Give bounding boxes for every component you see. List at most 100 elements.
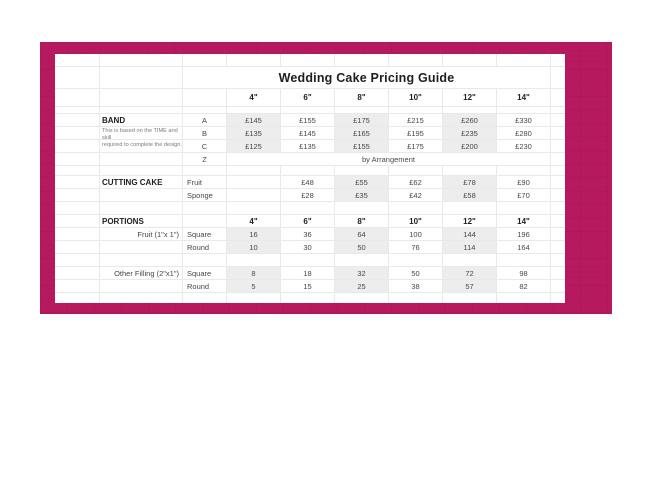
portion-cell: 50: [335, 241, 389, 253]
empty-cell: [443, 166, 497, 175]
size-header-cell: 14": [497, 215, 551, 227]
spacer-row: [55, 293, 565, 303]
empty-cell: [497, 166, 551, 175]
price-cell: £230: [497, 140, 551, 152]
empty-cell: [389, 293, 443, 303]
cake-type-cell: Fruit: [183, 176, 227, 188]
empty-cell: [55, 280, 100, 292]
empty-cell: [551, 202, 565, 214]
portion-cell: 16: [227, 228, 281, 240]
empty-cell: [551, 54, 565, 66]
spacer-row: [55, 54, 565, 67]
portions-header-row: PORTIONS 4" 6" 8" 10" 12" 14": [55, 215, 565, 228]
empty-cell: [183, 54, 227, 66]
band-row-b: This is based on the TIME and skill requ…: [55, 127, 565, 148]
empty-cell: [55, 107, 100, 113]
empty-cell: [551, 267, 565, 279]
empty-cell: [551, 254, 565, 266]
size-header-cell: 4": [227, 215, 281, 227]
empty-cell: [551, 189, 565, 201]
portion-cell: 114: [443, 241, 497, 253]
empty-cell: [551, 228, 565, 240]
empty-cell: [227, 202, 281, 214]
empty-cell: [443, 202, 497, 214]
price-cell: £215: [389, 114, 443, 126]
empty-cell: [551, 293, 565, 303]
spacer-row: [55, 107, 565, 114]
price-cell: £195: [389, 127, 443, 139]
empty-cell: [497, 293, 551, 303]
price-cell: £200: [443, 140, 497, 152]
size-header-cell: 8": [335, 89, 389, 106]
empty-cell: [497, 107, 551, 113]
page-title: Wedding Cake Pricing Guide: [183, 67, 551, 88]
cake-type-cell: Sponge: [183, 189, 227, 201]
empty-cell: [55, 114, 100, 126]
empty-cell: [281, 254, 335, 266]
empty-cell: [389, 254, 443, 266]
portion-cell: 30: [281, 241, 335, 253]
price-cell: £175: [389, 140, 443, 152]
portion-cell: 25: [335, 280, 389, 292]
empty-cell: [55, 241, 100, 253]
portion-cell: 50: [389, 267, 443, 279]
band-row-c: C £125 £135 £155 £175 £200 £230: [55, 140, 565, 153]
section-label-portions: PORTIONS: [100, 215, 183, 227]
empty-cell: [551, 166, 565, 175]
portions-row-other-round: Round 5 15 25 38 57 82: [55, 280, 565, 293]
empty-cell: [551, 89, 565, 106]
price-cell: £90: [497, 176, 551, 188]
pink-frame: Wedding Cake Pricing Guide 4" 6" 8" 10" …: [40, 42, 612, 314]
empty-cell: [55, 254, 100, 266]
empty-cell: [389, 202, 443, 214]
price-cell: £280: [497, 127, 551, 139]
empty-cell: [55, 140, 100, 152]
portion-cell: 38: [389, 280, 443, 292]
size-header-cell: 10": [389, 215, 443, 227]
spacer-row: [55, 254, 565, 267]
empty-cell: [100, 107, 183, 113]
size-header-row: 4" 6" 8" 10" 12" 14": [55, 89, 565, 107]
empty-cell: [335, 293, 389, 303]
portion-cell: 196: [497, 228, 551, 240]
price-cell: £42: [389, 189, 443, 201]
portion-cell: 64: [335, 228, 389, 240]
empty-cell: [55, 153, 100, 165]
by-arrangement-cell: by Arrangement: [227, 153, 551, 165]
empty-cell: [551, 140, 565, 152]
spacer-row: [55, 202, 565, 215]
price-cell: £330: [497, 114, 551, 126]
empty-cell: [55, 54, 100, 66]
empty-cell: [335, 166, 389, 175]
empty-cell: [551, 153, 565, 165]
empty-cell: [55, 189, 100, 201]
empty-cell: [100, 254, 183, 266]
shape-label-cell: Square: [183, 267, 227, 279]
portion-cell: 36: [281, 228, 335, 240]
portion-cell: 18: [281, 267, 335, 279]
empty-cell: [183, 254, 227, 266]
cutting-cake-row-fruit: CUTTING CAKE Fruit £48 £55 £62 £78 £90: [55, 176, 565, 189]
empty-cell: [100, 241, 183, 253]
empty-cell: [100, 89, 183, 106]
empty-cell: [100, 67, 183, 88]
empty-cell: [335, 107, 389, 113]
band-row-a: BAND A £145 £155 £175 £215 £260 £330: [55, 114, 565, 127]
empty-cell: [100, 189, 183, 201]
price-cell: £55: [335, 176, 389, 188]
size-header-cell: 4": [227, 89, 281, 106]
empty-cell: [551, 114, 565, 126]
price-cell: £78: [443, 176, 497, 188]
portion-cell: 98: [497, 267, 551, 279]
empty-cell: [183, 166, 227, 175]
portion-cell: 72: [443, 267, 497, 279]
empty-cell: [227, 107, 281, 113]
empty-cell: [281, 54, 335, 66]
empty-cell: [497, 202, 551, 214]
price-cell: £175: [335, 114, 389, 126]
section-label-band: BAND: [100, 114, 183, 126]
band-note-cell: This is based on the TIME and skill requ…: [100, 127, 183, 148]
size-header-cell: 14": [497, 89, 551, 106]
empty-cell: [183, 202, 227, 214]
empty-cell: [551, 176, 565, 188]
